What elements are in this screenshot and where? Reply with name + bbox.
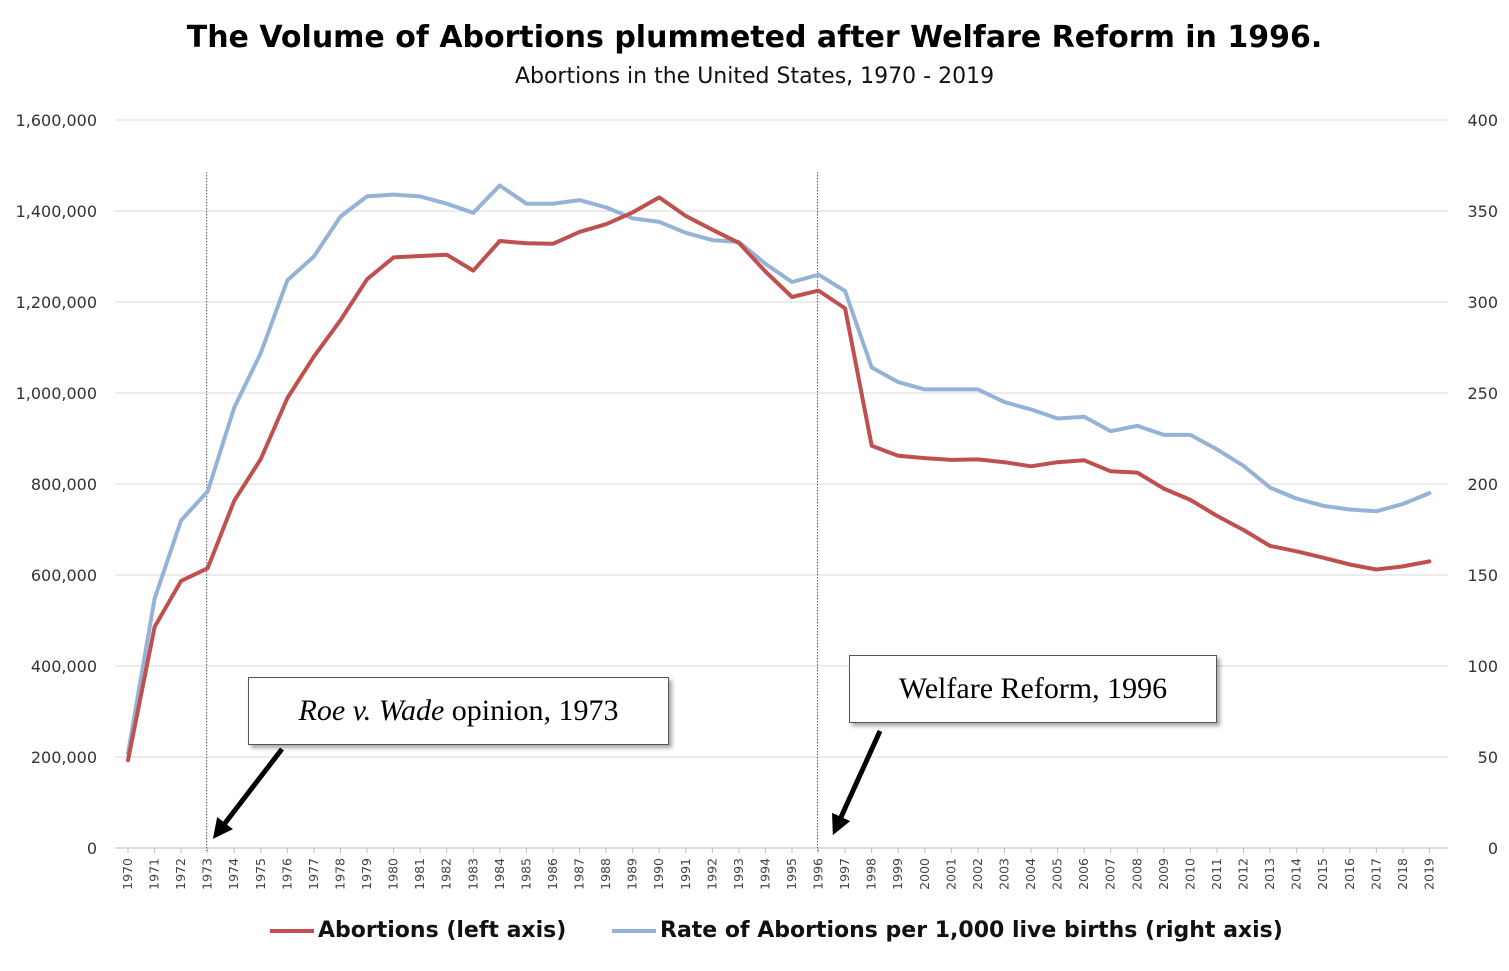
x-tick-label: 1981 [412,858,427,890]
x-tick-label: 2018 [1395,858,1410,890]
x-tick-label: 1972 [173,858,188,890]
x-tick-label: 1995 [784,858,799,890]
x-tick-label: 1999 [890,858,905,890]
x-tick-label: 2008 [1129,858,1144,890]
x-tick-label: 1993 [731,858,746,890]
x-tick-label: 1983 [465,858,480,890]
roe-v-wade-callout: Roe v. Wade opinion, 1973 [248,677,669,745]
x-tick-label: 1998 [864,858,879,890]
right-tick-label: 250 [1467,384,1498,403]
x-tick-label: 1994 [757,858,772,890]
callout-arrows [212,729,883,839]
x-tick-label: 1984 [492,858,507,890]
legend-item-rate: Rate of Abortions per 1,000 live births … [612,918,1283,943]
rate-series-line [126,183,1432,756]
x-tick-label: 1980 [386,858,401,890]
chart-title: The Volume of Abortions plummeted after … [186,20,1323,55]
x-tick-label: 1974 [226,858,241,890]
x-tick-label: 1971 [147,858,162,890]
abortions-series-line [126,195,1432,763]
right-tick-label: 200 [1467,475,1498,494]
x-tick-label: 1975 [253,858,268,890]
x-tick-label: 1978 [332,858,347,890]
welfare-reform-arrow [832,729,883,836]
right-tick-label: 0 [1488,839,1498,858]
left-tick-label: 1,400,000 [16,202,97,221]
x-tick-label: 1987 [572,858,587,890]
right-tick-label: 150 [1467,566,1498,585]
right-tick-label: 300 [1467,293,1498,312]
right-tick-label: 400 [1467,111,1498,130]
x-tick-label: 2019 [1421,858,1436,890]
left-axis-ticks: 0 200,000 400,000 600,000 800,000 1,000,000 1,… [16,111,97,858]
x-tick-label: 1996 [811,858,826,890]
x-tick-label: 1977 [306,858,321,890]
legend-label-abortions: Abortions (left axis) [318,918,567,943]
legend-item-abortions: Abortions (left axis) [270,918,566,943]
x-tick-label: 2006 [1076,858,1091,890]
left-tick-label: 0 [87,839,97,858]
x-tick-label: 2015 [1315,858,1330,890]
x-tick-label: 1991 [678,858,693,890]
x-tick-label: 2016 [1342,858,1357,890]
x-tick-label: 2010 [1182,858,1197,890]
welfare-reform-callout: Welfare Reform, 1996 [849,655,1217,723]
event-lines [206,172,819,851]
chart-subtitle: Abortions in the United States, 1970 - 2… [514,64,995,89]
x-tick-label: 1989 [625,858,640,890]
x-tick-label: 2009 [1156,858,1171,890]
x-tick-label: 2007 [1103,858,1118,890]
x-tick-label: 2014 [1289,858,1304,890]
x-tick-label: 1970 [120,858,135,890]
x-tick-label: 2004 [1023,858,1038,890]
x-tick-label: 1979 [359,858,374,890]
left-tick-label: 1,600,000 [16,111,97,130]
legend-swatch-rate [612,928,656,933]
left-tick-label: 1,200,000 [16,293,97,312]
series-lines [126,183,1432,763]
left-tick-label: 1,000,000 [16,384,97,403]
right-tick-label: 350 [1467,202,1498,221]
x-tick-label: 1992 [704,858,719,890]
gridlines [115,119,1448,849]
x-tick-label: 2017 [1368,858,1383,890]
x-tick-label: 1986 [545,858,560,890]
right-tick-label: 50 [1478,748,1498,767]
left-tick-label: 800,000 [31,475,97,494]
x-tick-label: 2013 [1262,858,1277,890]
x-tick-label: 2001 [943,858,958,890]
roe-v-wade-rest: opinion, 1973 [451,694,619,727]
x-tick-label: 1973 [200,858,215,890]
x-tick-label: 2003 [996,858,1011,890]
x-tick-label: 1990 [651,858,666,890]
left-tick-label: 400,000 [31,657,97,676]
x-tick-label: 2012 [1236,858,1251,890]
x-tick-label: 2000 [917,858,932,890]
legend-swatch-abortions [270,928,314,933]
x-tick-label: 2011 [1209,858,1224,890]
x-tick-label: 2002 [970,858,985,890]
x-tick-label: 1982 [439,858,454,890]
x-tick-label: 1988 [598,858,613,890]
left-tick-label: 200,000 [31,748,97,767]
x-tick-label: 1976 [279,858,294,890]
right-tick-label: 100 [1467,657,1498,676]
left-tick-label: 600,000 [31,566,97,585]
x-axis-ticks: 1970 1971 1972 1973 1974 1975 1976 1977 1978 1979… [120,848,1436,890]
x-tick-label: 1997 [837,858,852,890]
legend-label-rate: Rate of Abortions per 1,000 live births … [660,918,1283,943]
roe-v-wade-arrow [212,747,284,839]
roe-v-wade-italic: Roe v. Wade [298,694,445,727]
right-axis-ticks: 0 50 100 150 200 250 300 350 400 [1467,111,1498,858]
x-tick-label: 2005 [1050,858,1065,890]
x-tick-label: 1985 [518,858,533,890]
welfare-reform-label: Welfare Reform, 1996 [898,672,1168,705]
